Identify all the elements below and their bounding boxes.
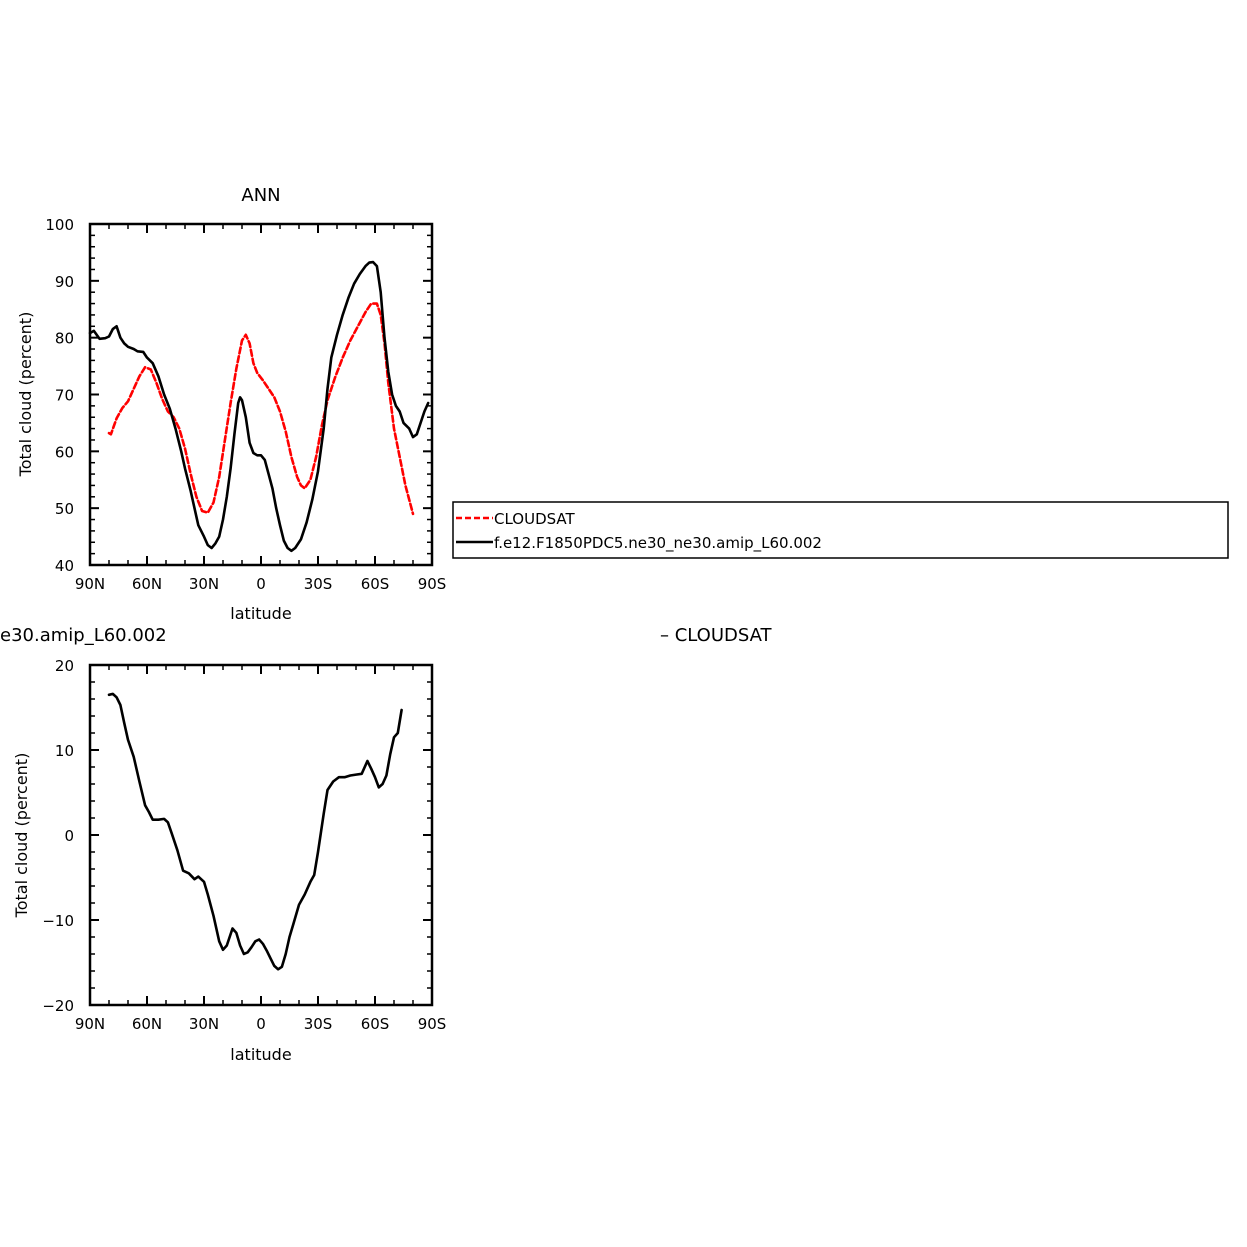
x-axis-label: latitude bbox=[230, 1045, 291, 1064]
x-tick-label: 30N bbox=[189, 575, 219, 593]
x-tick-label: 60S bbox=[361, 575, 390, 593]
x-tick-label: 90N bbox=[75, 575, 105, 593]
series-line-difference bbox=[107, 692, 403, 971]
series-group bbox=[88, 260, 430, 553]
x-tick-label: 90S bbox=[418, 575, 447, 593]
plot-frame bbox=[88, 222, 434, 567]
x-tick-label: 30N bbox=[189, 1015, 219, 1033]
plot-frame bbox=[88, 663, 434, 1007]
legend-box bbox=[452, 501, 1229, 559]
y-tick-label: 40 bbox=[55, 557, 74, 575]
x-tick-label: 0 bbox=[256, 1015, 266, 1033]
x-tick-label: 90N bbox=[75, 1015, 105, 1033]
legend-label-model: f.e12.F1850PDC5.ne30_ne30.amip_L60.002 bbox=[494, 534, 822, 553]
ticks: 90N 60N 30N 0 30S 60S 90S 100 90 80 70 60 50 40 bbox=[45, 216, 446, 593]
y-axis-label: Total cloud (percent) bbox=[16, 312, 35, 478]
y-tick-label: 70 bbox=[55, 387, 74, 405]
y-tick-label: −10 bbox=[42, 912, 74, 930]
y-tick-label: 50 bbox=[55, 500, 74, 518]
y-tick-label: 10 bbox=[55, 742, 74, 760]
x-tick-label: 30S bbox=[304, 575, 333, 593]
x-tick-label: 30S bbox=[304, 1015, 333, 1033]
panel-bottom: e30.amip_L60.002 – CLOUDSAT Total cloud … bbox=[0, 625, 773, 1064]
chart-title-right: – CLOUDSAT bbox=[660, 625, 773, 646]
y-tick-label: 90 bbox=[55, 273, 74, 291]
x-tick-label: 60S bbox=[361, 1015, 390, 1033]
legend-label-cloudsat: CLOUDSAT bbox=[494, 510, 576, 528]
x-tick-label: 60N bbox=[132, 575, 162, 593]
series-line-model bbox=[88, 260, 430, 553]
x-axis-label: latitude bbox=[230, 604, 291, 623]
chart-title-left: e30.amip_L60.002 bbox=[0, 625, 167, 646]
y-tick-label: 20 bbox=[55, 657, 74, 675]
chart-title: ANN bbox=[241, 185, 280, 206]
y-tick-label: 60 bbox=[55, 443, 74, 461]
series-line-cloudsat bbox=[107, 302, 415, 516]
panel-top: ANN Total cloud (percent) latitude 90N 60… bbox=[16, 185, 1229, 623]
y-axis-label: Total cloud (percent) bbox=[12, 753, 31, 919]
x-tick-label: 90S bbox=[418, 1015, 447, 1033]
x-tick-label: 0 bbox=[256, 575, 266, 593]
y-tick-label: 100 bbox=[45, 216, 74, 234]
legend: CLOUDSAT f.e12.F1850PDC5.ne30_ne30.amip_… bbox=[452, 501, 1229, 559]
y-tick-label: 0 bbox=[64, 827, 74, 845]
ticks: 90N 60N 30N 0 30S 60S 90S 20 10 0 −10 −20 bbox=[42, 657, 446, 1033]
y-tick-label: −20 bbox=[42, 997, 74, 1015]
y-tick-label: 80 bbox=[55, 330, 74, 348]
x-tick-label: 60N bbox=[132, 1015, 162, 1033]
series-group bbox=[107, 692, 403, 971]
